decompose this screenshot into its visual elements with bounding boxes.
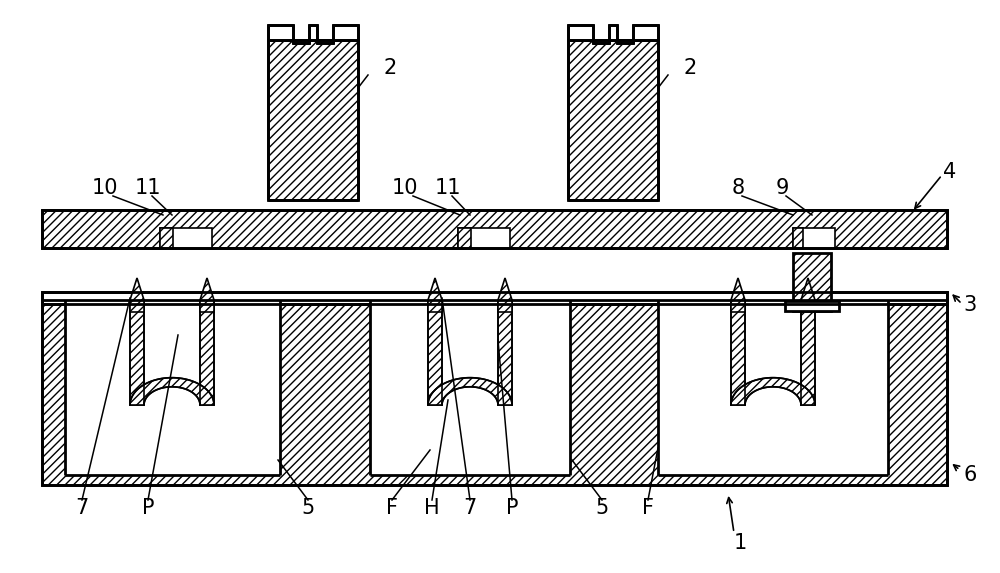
Bar (42, 300, 947, 485)
Polygon shape (130, 378, 214, 405)
Bar (793, 228, 835, 248)
Bar (268, 40, 358, 200)
Bar (568, 40, 658, 200)
Text: 2: 2 (683, 58, 697, 78)
Text: 10: 10 (92, 178, 118, 198)
Text: 7: 7 (75, 498, 89, 518)
Bar (42, 292, 947, 304)
Polygon shape (130, 278, 144, 312)
Polygon shape (200, 278, 214, 312)
Bar (658, 300, 888, 475)
Bar (801, 300, 815, 405)
Polygon shape (731, 278, 745, 312)
Text: 11: 11 (435, 178, 461, 198)
Polygon shape (428, 378, 512, 405)
Bar (42, 292, 947, 304)
Text: 9: 9 (775, 178, 789, 198)
Text: 1: 1 (733, 533, 747, 553)
Bar (498, 300, 512, 405)
Text: 4: 4 (943, 162, 957, 182)
Text: 5: 5 (301, 498, 315, 518)
Bar (428, 300, 442, 405)
Polygon shape (801, 278, 815, 312)
Polygon shape (428, 278, 442, 312)
Bar (370, 300, 570, 475)
Bar (731, 300, 745, 405)
Text: 3: 3 (963, 295, 977, 315)
Bar (42, 210, 947, 248)
Bar (65, 300, 280, 475)
Bar (200, 300, 214, 405)
Text: P: P (142, 498, 154, 518)
Text: 2: 2 (383, 58, 397, 78)
Text: 10: 10 (392, 178, 418, 198)
Text: 7: 7 (463, 498, 477, 518)
Bar (793, 253, 831, 311)
Bar (160, 228, 173, 248)
Bar (458, 228, 510, 248)
Bar (42, 300, 947, 485)
Text: 8: 8 (731, 178, 745, 198)
Text: P: P (506, 498, 518, 518)
Text: 6: 6 (963, 465, 977, 485)
Bar (130, 300, 144, 405)
Polygon shape (268, 25, 358, 43)
Polygon shape (498, 278, 512, 312)
Text: F: F (642, 498, 654, 518)
Bar (793, 228, 803, 248)
Text: 11: 11 (135, 178, 161, 198)
Bar (42, 210, 947, 248)
Text: F: F (386, 498, 398, 518)
Bar (785, 301, 839, 311)
Text: 5: 5 (595, 498, 609, 518)
Text: H: H (424, 498, 440, 518)
Bar (160, 228, 212, 248)
Bar (458, 228, 471, 248)
Polygon shape (568, 25, 658, 43)
Polygon shape (731, 378, 815, 405)
